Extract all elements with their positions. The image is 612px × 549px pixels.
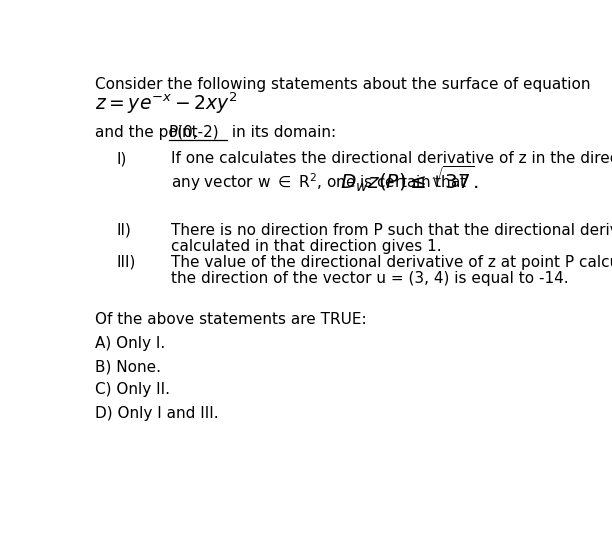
Text: If one calculates the directional derivative of z in the direction of: If one calculates the directional deriva… bbox=[171, 151, 612, 166]
Text: A) Only I.: A) Only I. bbox=[94, 336, 165, 351]
Text: The value of the directional derivative of z at point P calculated in: The value of the directional derivative … bbox=[171, 255, 612, 270]
Text: and the point: and the point bbox=[94, 125, 202, 140]
Text: III): III) bbox=[117, 255, 136, 270]
Text: Consider the following statements about the surface of equation: Consider the following statements about … bbox=[94, 77, 590, 92]
Text: the direction of the vector u = (3, 4) is equal to -14.: the direction of the vector u = (3, 4) i… bbox=[171, 271, 569, 285]
Text: I): I) bbox=[117, 151, 127, 166]
Text: C) Only II.: C) Only II. bbox=[94, 382, 170, 397]
Text: D) Only I and III.: D) Only I and III. bbox=[94, 406, 218, 421]
Text: II): II) bbox=[117, 223, 132, 238]
Text: calculated in that direction gives 1.: calculated in that direction gives 1. bbox=[171, 239, 442, 254]
Text: $z = ye^{-x} - 2xy^2$: $z = ye^{-x} - 2xy^2$ bbox=[94, 91, 237, 116]
Text: any vector w $\in$ R$^2$, one is certain that: any vector w $\in$ R$^2$, one is certain… bbox=[171, 172, 468, 193]
Text: P(0,-2): P(0,-2) bbox=[168, 125, 219, 140]
Text: in its domain:: in its domain: bbox=[227, 125, 337, 140]
Text: $D_w z(P) \leq \sqrt{37}.$: $D_w z(P) \leq \sqrt{37}.$ bbox=[340, 163, 479, 194]
Text: Of the above statements are TRUE:: Of the above statements are TRUE: bbox=[94, 312, 366, 327]
Text: There is no direction from P such that the directional derivative of z: There is no direction from P such that t… bbox=[171, 223, 612, 238]
Text: B) None.: B) None. bbox=[94, 359, 160, 374]
